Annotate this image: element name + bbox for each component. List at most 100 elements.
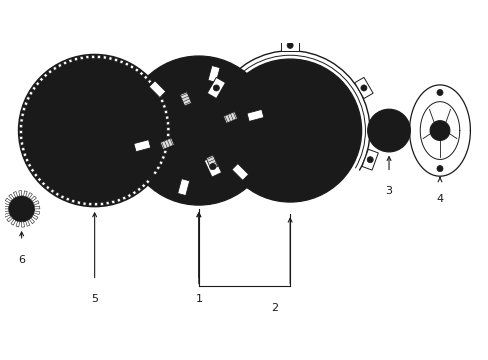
Circle shape: [136, 103, 141, 108]
Polygon shape: [32, 215, 38, 220]
Polygon shape: [117, 198, 121, 202]
Polygon shape: [85, 55, 89, 59]
Polygon shape: [26, 96, 30, 100]
Polygon shape: [34, 206, 40, 209]
Circle shape: [82, 118, 106, 143]
Polygon shape: [20, 119, 23, 122]
Polygon shape: [48, 69, 52, 74]
Polygon shape: [46, 185, 50, 190]
Circle shape: [436, 166, 442, 172]
Polygon shape: [66, 197, 69, 201]
Polygon shape: [25, 158, 29, 162]
Polygon shape: [34, 173, 38, 177]
FancyBboxPatch shape: [207, 66, 220, 82]
Circle shape: [235, 168, 240, 173]
FancyBboxPatch shape: [223, 112, 237, 123]
Circle shape: [286, 181, 293, 187]
Polygon shape: [19, 191, 21, 196]
Circle shape: [153, 85, 244, 176]
Polygon shape: [97, 55, 101, 59]
Polygon shape: [23, 153, 27, 157]
Polygon shape: [20, 125, 22, 128]
Circle shape: [286, 74, 293, 81]
Circle shape: [150, 174, 155, 179]
Circle shape: [274, 115, 305, 146]
Circle shape: [373, 141, 378, 146]
Circle shape: [243, 99, 248, 104]
Polygon shape: [122, 196, 126, 200]
Polygon shape: [135, 68, 139, 72]
Polygon shape: [163, 150, 167, 154]
Circle shape: [366, 157, 372, 163]
Polygon shape: [20, 136, 23, 139]
Circle shape: [286, 42, 293, 48]
Polygon shape: [20, 142, 24, 145]
Polygon shape: [166, 127, 170, 131]
Polygon shape: [80, 56, 83, 60]
Polygon shape: [156, 166, 160, 170]
Polygon shape: [143, 75, 147, 80]
Polygon shape: [137, 187, 141, 192]
Polygon shape: [34, 211, 40, 215]
Polygon shape: [41, 182, 45, 186]
Polygon shape: [9, 194, 14, 200]
Circle shape: [386, 110, 391, 115]
Polygon shape: [27, 163, 32, 167]
Polygon shape: [154, 89, 159, 93]
Polygon shape: [166, 139, 169, 142]
Polygon shape: [33, 201, 39, 205]
Circle shape: [125, 114, 131, 120]
Circle shape: [242, 82, 247, 87]
Polygon shape: [164, 110, 167, 114]
Polygon shape: [166, 122, 169, 125]
Polygon shape: [127, 194, 131, 198]
Polygon shape: [7, 216, 13, 222]
Polygon shape: [50, 189, 54, 193]
Polygon shape: [204, 156, 221, 177]
Polygon shape: [160, 99, 164, 103]
Polygon shape: [30, 168, 35, 172]
Polygon shape: [4, 213, 10, 217]
Polygon shape: [82, 202, 86, 205]
Polygon shape: [20, 131, 22, 134]
Circle shape: [248, 147, 253, 152]
Circle shape: [373, 116, 378, 120]
Circle shape: [18, 206, 25, 212]
Polygon shape: [139, 71, 143, 76]
Polygon shape: [161, 156, 165, 159]
Polygon shape: [22, 107, 26, 111]
Circle shape: [157, 88, 162, 93]
Circle shape: [218, 59, 361, 202]
Polygon shape: [114, 58, 118, 62]
Polygon shape: [31, 196, 36, 201]
Circle shape: [196, 63, 201, 68]
Polygon shape: [157, 94, 162, 98]
Polygon shape: [3, 209, 9, 212]
Circle shape: [9, 196, 35, 222]
Polygon shape: [29, 91, 33, 95]
Polygon shape: [165, 116, 169, 119]
Circle shape: [30, 66, 159, 195]
Polygon shape: [92, 55, 95, 58]
Polygon shape: [53, 66, 57, 71]
Polygon shape: [106, 202, 109, 205]
Polygon shape: [11, 219, 16, 225]
Circle shape: [251, 122, 256, 127]
Polygon shape: [21, 222, 24, 227]
Circle shape: [191, 123, 206, 138]
Circle shape: [226, 81, 231, 86]
Polygon shape: [77, 201, 81, 204]
Polygon shape: [145, 180, 150, 184]
Polygon shape: [74, 57, 78, 61]
Circle shape: [171, 68, 176, 73]
FancyBboxPatch shape: [177, 179, 189, 195]
Circle shape: [229, 70, 350, 192]
Circle shape: [105, 94, 111, 100]
Text: 1: 1: [195, 294, 202, 304]
FancyBboxPatch shape: [246, 109, 264, 121]
Polygon shape: [27, 193, 32, 198]
Polygon shape: [39, 77, 43, 81]
Polygon shape: [3, 203, 9, 207]
FancyBboxPatch shape: [231, 164, 248, 180]
Circle shape: [166, 175, 171, 180]
